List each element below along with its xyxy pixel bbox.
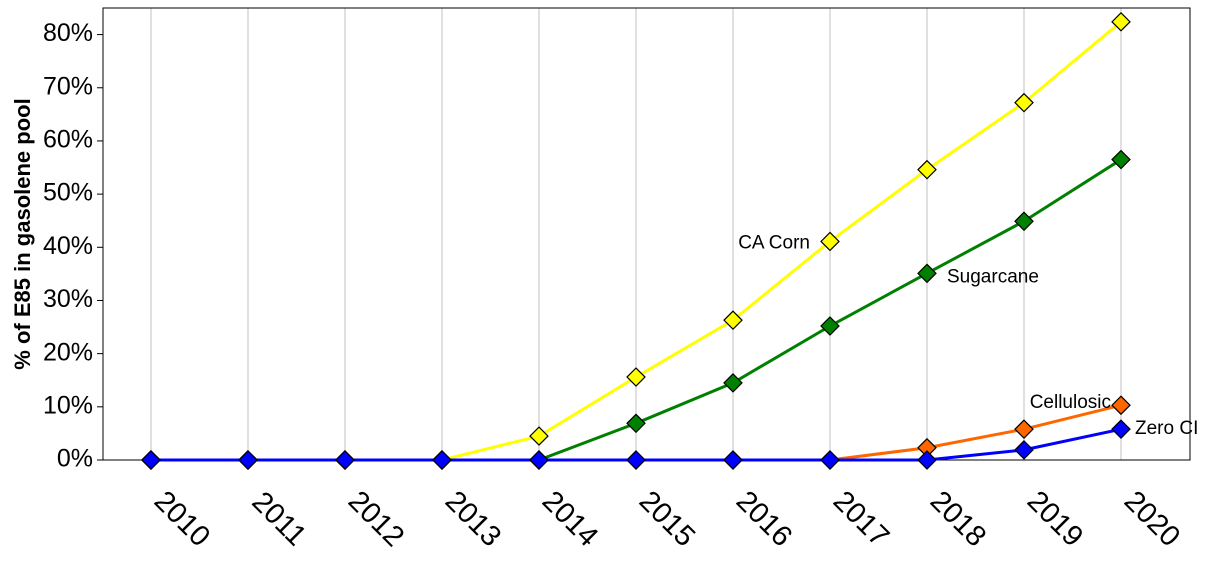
data-point xyxy=(1014,92,1034,113)
data-point xyxy=(529,450,549,470)
series-label: Cellulosic xyxy=(1030,392,1111,413)
x-tick-label: 2014 xyxy=(536,485,604,553)
plot-area xyxy=(103,8,1190,460)
x-tick-label: 2018 xyxy=(924,485,992,553)
data-point xyxy=(917,263,937,284)
y-tick-label: 40% xyxy=(43,232,93,260)
x-tick-label: 2020 xyxy=(1118,485,1186,553)
data-point xyxy=(723,450,743,470)
series-label: CA Corn xyxy=(738,232,810,253)
data-point xyxy=(820,231,840,252)
data-point xyxy=(626,367,646,387)
data-point xyxy=(335,450,355,470)
x-tick-label: 2017 xyxy=(827,485,895,553)
data-point xyxy=(820,450,840,470)
x-tick-label: 2012 xyxy=(342,485,410,553)
data-point xyxy=(1111,149,1131,170)
x-tick-label: 2010 xyxy=(148,485,216,553)
y-tick-label: 30% xyxy=(43,285,93,313)
series-label: Zero CI xyxy=(1135,418,1198,439)
x-tick-label: 2019 xyxy=(1021,485,1089,553)
y-tick-label: 50% xyxy=(43,179,93,207)
data-point xyxy=(723,310,743,330)
y-tick-label: 10% xyxy=(43,391,93,419)
data-point xyxy=(1014,211,1034,232)
data-point xyxy=(432,450,452,470)
data-point xyxy=(1111,11,1131,32)
data-point xyxy=(529,426,549,446)
x-tick-label: 2015 xyxy=(633,485,701,553)
data-point xyxy=(917,159,937,180)
data-point xyxy=(1111,395,1131,416)
x-tick-label: 2011 xyxy=(246,486,313,553)
y-tick-label: 60% xyxy=(43,126,93,154)
data-point xyxy=(917,450,937,470)
data-point xyxy=(238,450,258,470)
y-tick-label: 80% xyxy=(43,19,93,47)
y-axis-label: % of E85 in gasolene pool xyxy=(10,98,35,369)
data-point xyxy=(141,450,161,470)
data-point xyxy=(1111,419,1131,440)
data-point xyxy=(626,413,646,434)
y-tick-label: 70% xyxy=(43,72,93,100)
series-label: Sugarcane xyxy=(947,266,1039,287)
data-point xyxy=(1014,440,1034,460)
data-point xyxy=(1014,419,1034,440)
data-point xyxy=(723,373,743,393)
data-point xyxy=(820,316,840,336)
y-tick-label: 20% xyxy=(43,338,93,366)
data-point xyxy=(626,450,646,470)
x-tick-label: 2013 xyxy=(439,485,507,553)
x-tick-label: 2016 xyxy=(730,485,798,553)
y-tick-label: 0% xyxy=(57,445,93,473)
